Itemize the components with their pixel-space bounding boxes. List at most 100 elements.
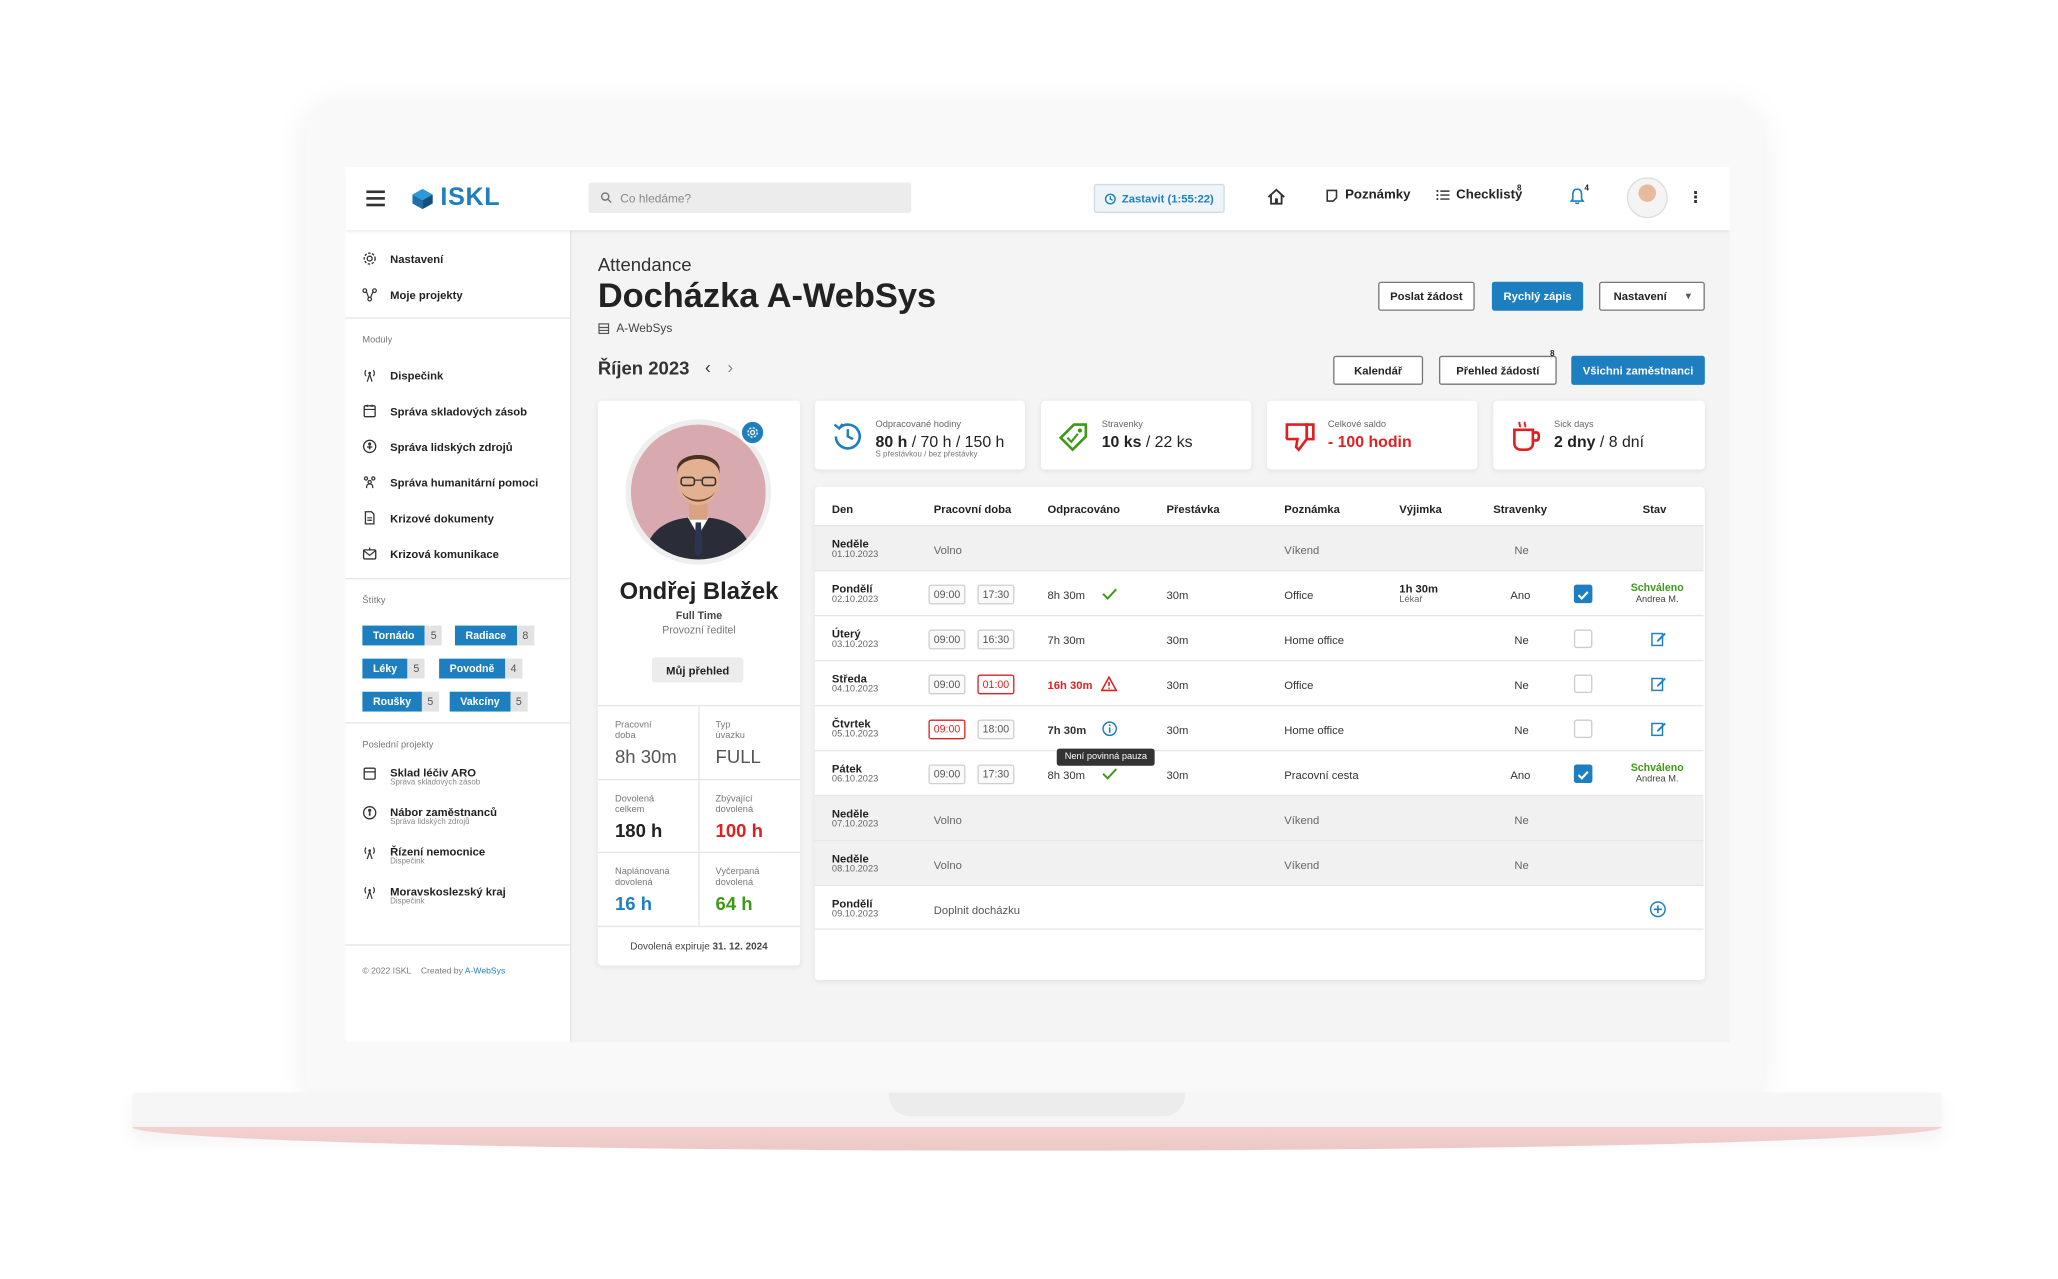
start-time-input[interactable]: 09:00 [928, 674, 966, 695]
approval-checkbox[interactable] [1573, 764, 1593, 783]
sidebar-item-humanitarian[interactable]: Správa humanitární pomoci [362, 475, 538, 490]
sidebar-item-label: Krizové dokumenty [390, 511, 494, 525]
tags-heading: Štítky [362, 596, 386, 606]
app-logo[interactable]: ISKL [411, 184, 500, 213]
day-cell: Pátek 06.10.2023 [832, 762, 878, 786]
end-time-input[interactable]: 16:30 [977, 629, 1015, 650]
tag-chip[interactable]: Vakcíny 5 [449, 691, 528, 712]
sidebar-item-inventory[interactable]: Správa skladových zásob [362, 403, 527, 418]
tag-chip[interactable]: Roušky 5 [362, 691, 439, 712]
kpi-worked-hours: Odpracované hodiny 80 h / 70 h / 150 h S… [814, 400, 1026, 470]
pause-cell: 30m [1166, 723, 1189, 737]
table-row[interactable]: Pátek 06.10.2023 09:00 17:30 8h 30m 30m P… [814, 749, 1704, 795]
search-input[interactable]: Co hledáme? [588, 182, 912, 213]
table-row[interactable]: Úterý 03.10.2023 09:00 16:30 7h 30m 30m H… [814, 615, 1704, 660]
approval-checkbox[interactable] [1573, 584, 1593, 604]
end-time-input[interactable]: 01:00 [977, 674, 1015, 695]
approval-checkbox[interactable] [1573, 674, 1593, 694]
sidebar-item-dispatch[interactable]: Dispečink [362, 368, 443, 383]
start-time-input[interactable]: 09:00 [928, 719, 966, 740]
edit-icon[interactable] [1651, 676, 1667, 692]
table-row[interactable]: Čtvrtek 05.10.2023 09:00 18:00 7h 30m 30m… [814, 704, 1704, 750]
notifications-button[interactable] [1569, 188, 1585, 205]
table-row[interactable]: Neděle 08.10.2023 Volno Víkend Ne [814, 839, 1704, 885]
edit-icon[interactable] [1651, 631, 1667, 647]
notes-button[interactable]: Poznámky [1325, 187, 1411, 203]
start-time-input[interactable]: 09:00 [928, 584, 966, 605]
kpi-value: - 100 hodin [1328, 432, 1412, 451]
stat-label: dovolená [715, 805, 754, 815]
kpi-value-main: 10 ks [1101, 432, 1142, 452]
start-time-input[interactable]: 09:00 [928, 764, 966, 785]
tag-chip[interactable]: Radiace 8 [454, 625, 534, 646]
recent-project-item[interactable]: Moravskoslezský kraj Dispečink [362, 885, 506, 907]
settings-dropdown[interactable]: Nastavení ▼ [1599, 281, 1705, 311]
home-button[interactable] [1267, 188, 1286, 205]
table-row[interactable]: Pondělí 02.10.2023 09:00 17:30 8h 30m 30m… [814, 570, 1704, 615]
kpi-label: Stravenky [1101, 420, 1143, 430]
created-by-text: Created by [420, 966, 463, 977]
sidebar-item-settings[interactable]: Nastavení [362, 251, 443, 266]
checklists-button[interactable]: Checklisty [1436, 188, 1522, 202]
add-circle-icon[interactable] [1649, 901, 1666, 918]
fill-attendance-link[interactable]: Doplnit docházku [933, 903, 1021, 917]
prev-month-icon[interactable]: ‹ [704, 357, 711, 377]
user-avatar[interactable] [1626, 177, 1668, 219]
sidebar-item-documents[interactable]: Krizové dokumenty [362, 511, 494, 526]
tag-chip[interactable]: Tornádo 5 [362, 625, 443, 646]
document-icon [364, 511, 375, 525]
stop-timer-button[interactable]: Zastavit (1:55:22) [1093, 183, 1225, 213]
chevron-down-icon: ▼ [1683, 291, 1693, 301]
recent-project-item[interactable]: Nábor zaměstnanců Správa lidských zdrojů [362, 805, 497, 827]
table-row[interactable]: Neděle 07.10.2023 Volno Víkend Ne [814, 794, 1704, 840]
sidebar-item-label: Moje projekty [390, 287, 463, 301]
requests-overview-button[interactable]: Přehled žádostí [1438, 355, 1557, 385]
profile-divider [698, 704, 700, 926]
kpi-value: 2 dny / 8 dní [1554, 432, 1644, 451]
profile-divider [597, 851, 801, 854]
creator-link[interactable]: A-WebSys [464, 966, 506, 977]
tag-count: 4 [504, 658, 523, 679]
edit-icon[interactable] [1651, 721, 1667, 737]
quick-entry-button[interactable]: Rychlý zápis [1491, 281, 1584, 311]
meal-cell: Ne [1514, 543, 1529, 557]
table-row[interactable]: Pondělí 09.10.2023 Doplnit docházku [814, 884, 1704, 930]
tag-chip[interactable]: Léky 5 [362, 658, 425, 679]
notes-label: Poznámky [1345, 187, 1411, 203]
approval-checkbox[interactable] [1573, 629, 1593, 649]
tag-count: 5 [510, 691, 528, 712]
recent-projects-heading: Poslední projekty [362, 740, 434, 750]
calendar-button[interactable]: Kalendář [1333, 355, 1424, 385]
profile-settings-button[interactable] [739, 419, 766, 446]
my-overview-button[interactable]: Můj přehled [652, 657, 744, 683]
recent-project-item[interactable]: Řízení nemocnice Dispečink [362, 845, 485, 867]
table-row[interactable]: Středa 04.10.2023 09:00 01:00 16h 30m 30m… [814, 659, 1704, 705]
table-row[interactable]: Neděle 01.10.2023 Volno Víkend Ne [814, 525, 1704, 571]
stat-label: dovolená [615, 878, 653, 888]
stat-vacation-planned: Naplánovaná dovolená 16 h [615, 868, 670, 914]
end-time-input[interactable]: 17:30 [977, 764, 1015, 785]
sidebar-item-my-projects[interactable]: Moje projekty [362, 287, 463, 302]
stat-vacation-total: Dovolená celkem 180 h [615, 795, 662, 841]
more-menu-icon[interactable]: ⋮ [1687, 187, 1704, 207]
end-time-input[interactable]: 17:30 [977, 584, 1015, 605]
tag-chip[interactable]: Povodně 4 [439, 658, 523, 679]
start-time-input[interactable]: 09:00 [928, 629, 966, 650]
checkmark-icon [1577, 591, 1589, 601]
note-cell: Víkend [1284, 813, 1320, 827]
sidebar-item-communication[interactable]: Krizová komunikace [362, 546, 499, 561]
info-icon[interactable] [1102, 721, 1118, 737]
sidebar: Nastavení Moje projekty Moduly Dispečink… [345, 230, 572, 1043]
hamburger-menu-icon[interactable] [366, 190, 385, 207]
end-time-input[interactable]: 18:00 [977, 719, 1015, 740]
recent-project-item[interactable]: Sklad léčiv ARO Správa skladových zásob [362, 766, 480, 788]
modules-heading: Moduly [362, 335, 393, 346]
all-employees-button[interactable]: Všichni zaměstnanci [1571, 355, 1705, 385]
sidebar-item-hr[interactable]: Správa lidských zdrojů [362, 439, 513, 454]
thumbs-down-icon [1285, 423, 1315, 452]
sidebar-item-label: Správa humanitární pomoci [390, 475, 539, 489]
next-month-icon[interactable]: › [727, 357, 734, 377]
approval-checkbox[interactable] [1573, 719, 1593, 739]
day-name: Čtvrtek [831, 716, 871, 731]
send-request-button[interactable]: Poslat žádost [1378, 281, 1475, 311]
